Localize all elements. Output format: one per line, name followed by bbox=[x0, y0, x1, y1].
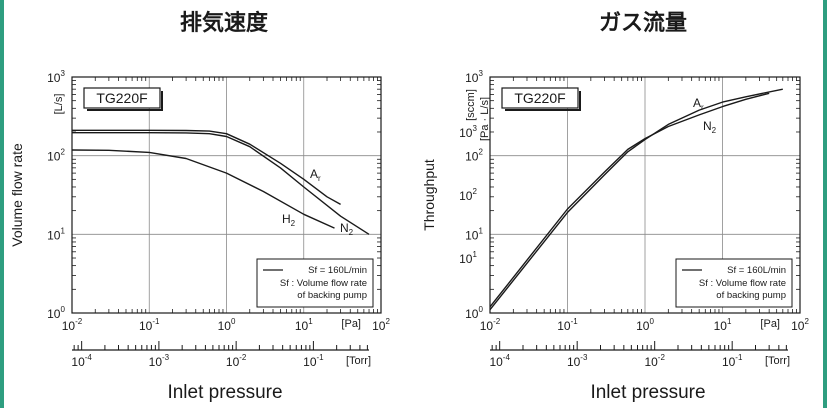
torr-tick-label: 10-4 bbox=[489, 353, 510, 369]
series-label-N2: N2 bbox=[340, 221, 354, 237]
x-tick-label: 102 bbox=[791, 317, 809, 333]
legend-entry: of backing pump bbox=[716, 290, 786, 301]
series-line-Ar bbox=[72, 129, 341, 206]
frame-bar-left bbox=[0, 0, 4, 408]
y-tick-label: 102 bbox=[465, 148, 483, 164]
model-label: TG220F bbox=[96, 90, 147, 106]
frame-bar-right bbox=[823, 0, 827, 408]
chart-panel-2: ガス流量 10-2 10-1 100 101 102 100 101 102 103 [Pa] [Pa… bbox=[421, 10, 809, 403]
model-label: TG220F bbox=[514, 90, 565, 106]
legend-entry: Sf : Volume flow rate bbox=[699, 278, 786, 289]
model-label-box: TG220F bbox=[83, 87, 163, 111]
y-tick-label: 100 bbox=[465, 305, 483, 321]
chart-title: ガス流量 bbox=[599, 10, 687, 36]
x-tick-label: 101 bbox=[295, 317, 313, 333]
series-label-Ar: Ar bbox=[693, 96, 704, 112]
y-tick-label: 100 bbox=[47, 305, 65, 321]
y-secondary-tick-label: 101 bbox=[459, 250, 477, 266]
x-unit-secondary: [Torr] bbox=[765, 355, 790, 367]
x-tick-label: 101 bbox=[714, 317, 732, 333]
y-tick-label: 103 bbox=[465, 69, 483, 85]
torr-tick-label: 10-1 bbox=[303, 353, 324, 369]
series-label-Ar: Ar bbox=[310, 167, 321, 183]
series-line-H2 bbox=[71, 149, 335, 229]
x-tick-label: 10-1 bbox=[139, 317, 160, 333]
torr-tick-label: 10-4 bbox=[71, 353, 92, 369]
torr-tick-label: 10-3 bbox=[567, 353, 588, 369]
legend-entry: Sf = 160L/min bbox=[308, 265, 367, 276]
x-unit-primary: [Pa] bbox=[341, 318, 361, 330]
model-label-box: TG220F bbox=[501, 87, 581, 111]
x-unit-primary: [Pa] bbox=[760, 318, 780, 330]
torr-tick-label: 10-2 bbox=[644, 353, 665, 369]
x-tick-label: 10-2 bbox=[480, 317, 501, 333]
x-tick-label: 100 bbox=[636, 317, 654, 333]
series-label-N2: N2 bbox=[703, 119, 717, 135]
torr-tick-label: 10-1 bbox=[722, 353, 743, 369]
series-line-N2 bbox=[489, 88, 783, 311]
y-unit-secondary: [sccm] bbox=[465, 89, 477, 121]
model-box-outline bbox=[83, 87, 161, 109]
y-axis-label: Throughput bbox=[421, 159, 437, 231]
model-box-outline bbox=[501, 87, 579, 109]
chart-title: 排気速度 bbox=[180, 10, 269, 36]
x-axis-label: Inlet pressure bbox=[167, 382, 282, 403]
x-tick-label: 102 bbox=[372, 317, 390, 333]
x-tick-label: 100 bbox=[218, 317, 236, 333]
chart-panel-1: 排気速度 10-2 10-1 100 101 102 100 101 102 103 [Pa] [L/… bbox=[9, 10, 390, 403]
legend-entry: Sf = 160L/min bbox=[727, 265, 786, 276]
y-secondary-tick-label: 103 bbox=[459, 124, 477, 140]
x-unit-secondary: [Torr] bbox=[346, 355, 371, 367]
x-tick-label: 10-1 bbox=[557, 317, 578, 333]
torr-tick-label: 10-2 bbox=[226, 353, 247, 369]
x-axis-label: Inlet pressure bbox=[590, 382, 705, 403]
legend-box bbox=[675, 258, 793, 308]
y-unit-primary: [Pa · L/s] bbox=[479, 97, 491, 141]
plot-frame bbox=[489, 76, 801, 314]
y-axis-label: Volume flow rate bbox=[9, 143, 25, 247]
legend-entry: Sf : Volume flow rate bbox=[280, 278, 367, 289]
x-tick-label: 10-2 bbox=[62, 317, 83, 333]
y-tick-label: 103 bbox=[47, 69, 65, 85]
y-tick-label: 101 bbox=[465, 226, 483, 242]
legend-box bbox=[256, 258, 374, 308]
y-tick-label: 102 bbox=[47, 148, 65, 164]
y-secondary-tick-label: 102 bbox=[459, 187, 477, 203]
series-label-H2: H2 bbox=[282, 212, 296, 228]
legend-entry: of backing pump bbox=[297, 290, 367, 301]
series-line-N2 bbox=[72, 131, 370, 235]
torr-tick-label: 10-3 bbox=[149, 353, 170, 369]
plot-frame bbox=[71, 76, 382, 314]
y-tick-label: 101 bbox=[47, 226, 65, 242]
y-unit: [L/s] bbox=[53, 94, 65, 115]
